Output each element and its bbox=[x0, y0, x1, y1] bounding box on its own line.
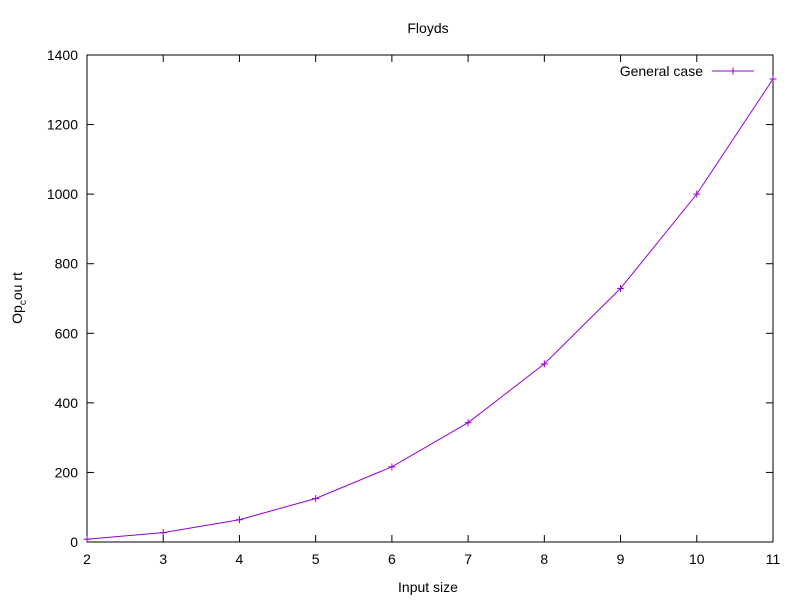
x-axis-ticks: 2 3 4 5 6 7 8 9 10 11 bbox=[83, 55, 780, 567]
data-point-marker bbox=[693, 190, 701, 198]
legend: General case bbox=[620, 63, 754, 79]
x-tick-label: 2 bbox=[83, 551, 91, 567]
chart-title: Floyds bbox=[407, 20, 448, 36]
legend-marker-plus bbox=[729, 67, 737, 75]
y-axis-label-subscript: c bbox=[18, 300, 29, 305]
data-point-marker bbox=[464, 419, 472, 427]
y-tick-label: 800 bbox=[55, 256, 79, 272]
data-point-marker bbox=[159, 529, 167, 537]
data-point-marker bbox=[769, 75, 777, 83]
data-point-marker bbox=[388, 463, 396, 471]
y-axis-label-main: Op bbox=[9, 305, 25, 324]
plot-area-frame bbox=[86, 54, 774, 543]
y-tick-label: 1200 bbox=[47, 117, 78, 133]
data-point-marker bbox=[540, 360, 548, 368]
y-axis-ticks: 0 200 400 600 800 1000 1200 1400 bbox=[47, 47, 773, 550]
x-tick-label: 3 bbox=[159, 551, 167, 567]
y-tick-label: 400 bbox=[55, 395, 79, 411]
y-tick-label: 0 bbox=[70, 534, 78, 550]
x-tick-label: 7 bbox=[464, 551, 472, 567]
svg-text:Opcou rt: Opcou rt bbox=[9, 272, 29, 324]
x-tick-label: 8 bbox=[540, 551, 548, 567]
series-layer bbox=[83, 75, 777, 543]
data-point-marker bbox=[83, 535, 91, 543]
series-line-general-case bbox=[86, 78, 774, 540]
data-point-marker bbox=[235, 516, 243, 524]
y-axis-label: Opcou rt bbox=[9, 272, 29, 324]
data-point-marker bbox=[617, 284, 625, 292]
y-axis-label-rest: ou rt bbox=[9, 272, 25, 300]
x-tick-label: 11 bbox=[766, 551, 781, 567]
x-tick-label: 9 bbox=[617, 551, 625, 567]
legend-label-general-case: General case bbox=[620, 63, 703, 79]
x-tick-label: 5 bbox=[312, 551, 320, 567]
y-tick-label: 200 bbox=[55, 464, 79, 480]
x-axis-label: Input size bbox=[398, 579, 458, 595]
y-tick-label: 600 bbox=[55, 325, 79, 341]
y-tick-label: 1000 bbox=[47, 186, 78, 202]
x-tick-label: 4 bbox=[236, 551, 244, 567]
y-tick-label: 1400 bbox=[47, 47, 78, 63]
x-tick-label: 10 bbox=[689, 551, 705, 567]
data-point-marker bbox=[312, 495, 320, 503]
x-tick-label: 6 bbox=[388, 551, 396, 567]
